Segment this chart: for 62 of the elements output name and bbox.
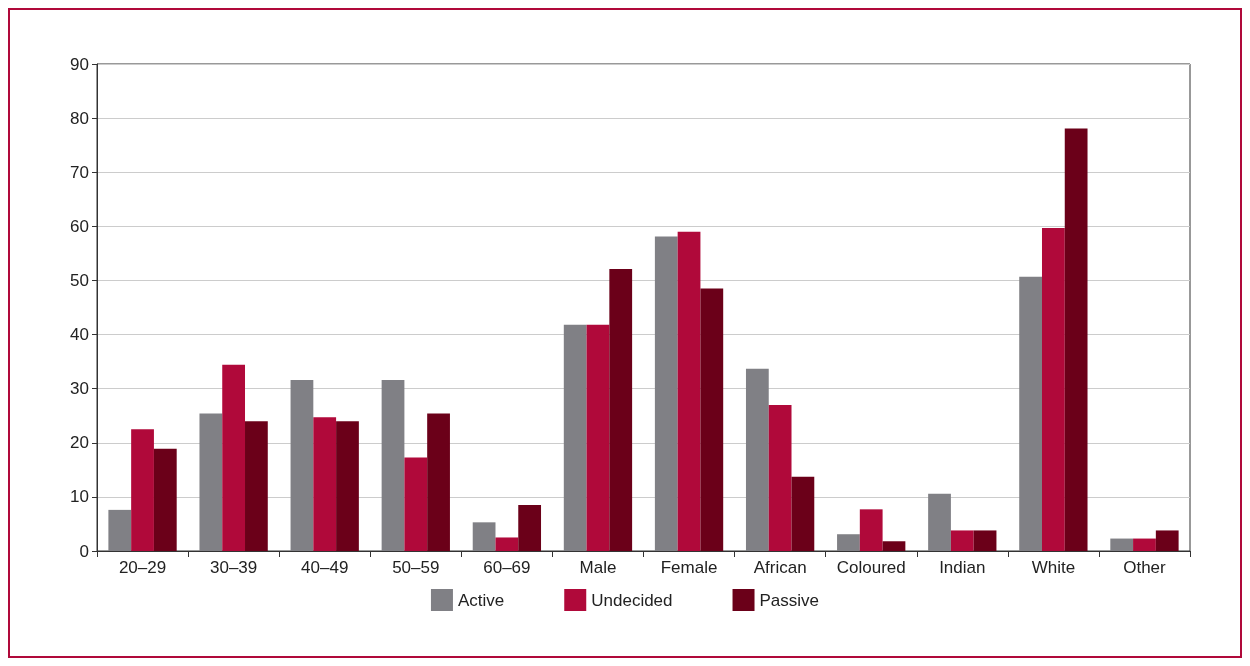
bar xyxy=(199,413,223,551)
x-tick-label: African xyxy=(753,558,807,577)
bar xyxy=(222,364,246,551)
legend-label: Passive xyxy=(759,590,820,610)
y-tick-label: 10 xyxy=(70,487,89,507)
x-tick-label: 60–69 xyxy=(483,558,531,577)
bar xyxy=(745,368,769,551)
page-frame: 0 10 20 30 40 50 60 70 80 90 20–29 30–39 40–49 50–59 60–69 Male Female African Coloured Indian White Other Active Undecided Passive xyxy=(8,8,1242,658)
y-tick-label: 70 xyxy=(70,162,89,182)
x-tick-label: 20–29 xyxy=(118,558,167,577)
bar xyxy=(586,324,610,551)
bar xyxy=(495,537,519,551)
y-tick-label: 0 xyxy=(79,541,89,561)
bar xyxy=(381,380,405,551)
bar xyxy=(1155,530,1179,551)
bar xyxy=(950,530,974,551)
bar xyxy=(654,236,678,551)
bar xyxy=(108,509,132,551)
bar xyxy=(1110,538,1134,551)
bar xyxy=(768,404,792,551)
bar xyxy=(1041,227,1065,551)
bar xyxy=(1133,538,1156,551)
x-tick-label: White xyxy=(1031,558,1076,577)
x-tick-label: 50–59 xyxy=(392,558,440,577)
bar xyxy=(1019,276,1042,551)
bar xyxy=(472,522,496,551)
bar xyxy=(518,505,542,551)
bar xyxy=(700,288,724,551)
bar xyxy=(837,534,860,551)
bar xyxy=(404,457,428,551)
x-tick-label: Indian xyxy=(939,558,986,577)
legend-label: Undecided xyxy=(591,590,673,610)
bar xyxy=(973,530,997,551)
bar xyxy=(153,448,177,551)
y-tick-label: 90 xyxy=(70,54,89,74)
bar xyxy=(1064,128,1088,551)
bar xyxy=(245,421,268,551)
x-tick-label: Female xyxy=(660,558,718,577)
y-tick-label: 40 xyxy=(70,325,89,345)
bar xyxy=(336,421,359,551)
bar xyxy=(859,509,883,551)
bar xyxy=(131,429,154,551)
bar xyxy=(609,269,633,551)
x-tick-label: Male xyxy=(579,558,617,577)
y-tick-label: 20 xyxy=(70,433,89,453)
bar xyxy=(290,380,314,551)
x-tick-label: 40–49 xyxy=(301,558,349,577)
bar xyxy=(882,541,906,551)
bar xyxy=(427,413,450,551)
bar xyxy=(563,324,587,551)
x-tick-label: 30–39 xyxy=(209,558,258,577)
y-tick-label: 60 xyxy=(70,216,89,236)
y-tick-label: 50 xyxy=(70,270,89,290)
bar xyxy=(313,417,337,551)
bar xyxy=(791,476,815,551)
bar xyxy=(677,231,701,551)
legend-label: Active xyxy=(457,590,505,610)
bar xyxy=(928,493,951,551)
x-tick-label: Coloured xyxy=(836,558,906,577)
y-tick-label: 80 xyxy=(70,108,89,128)
x-tick-label: Other xyxy=(1123,558,1167,577)
y-tick-label: 30 xyxy=(70,379,89,399)
